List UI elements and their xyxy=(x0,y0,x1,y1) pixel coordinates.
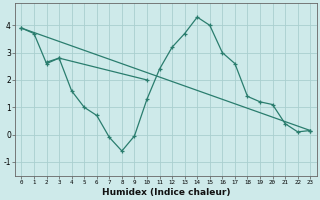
X-axis label: Humidex (Indice chaleur): Humidex (Indice chaleur) xyxy=(101,188,230,197)
